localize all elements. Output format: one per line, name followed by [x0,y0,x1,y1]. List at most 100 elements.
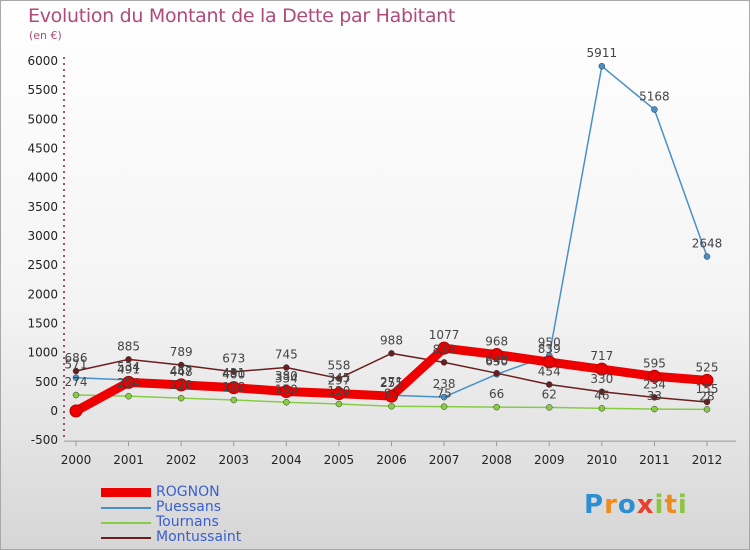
y-tick-label: 6000 [27,54,58,68]
data-point-rognon [595,362,609,376]
data-point-tournans [388,403,395,410]
data-label-tournans: 33 [647,389,662,403]
data-point-rognon [437,341,451,355]
data-point-rognon [279,385,293,399]
y-tick-label: 0 [50,404,58,418]
y-tick-label: 3000 [27,229,58,243]
data-label-rognon: 255 [380,376,403,390]
data-label-rognon: 968 [485,335,508,349]
y-tick-label: 3500 [27,200,58,214]
data-label-tournans: 254 [117,376,140,390]
data-point-tournans [651,405,658,413]
data-point-montussaint [703,398,711,406]
logo-letter: i [677,490,688,520]
y-tick-label: 4500 [27,142,58,156]
data-point-montussaint [72,367,80,375]
data-point-montussaint [651,394,658,401]
data-label-tournans: 220 [170,378,193,392]
data-label-tournans: 188 [222,380,245,394]
legend-swatch-tournans [101,522,151,524]
data-label-tournans: 150 [275,382,298,396]
data-label-rognon: 297 [327,374,350,388]
y-tick-label: -500 [31,433,58,447]
x-tick-label: 2002 [166,453,197,467]
x-tick-label: 2012 [692,453,723,467]
x-tick-label: 2001 [113,453,144,467]
data-label-puessans: 2648 [692,237,723,251]
data-label-montussaint: 454 [538,365,561,379]
data-point-rognon [174,378,188,392]
data-label-puessans: 950 [538,336,561,350]
x-tick-label: 2000 [61,453,92,467]
y-tick-label: 5500 [27,83,58,97]
data-point-puessans [440,393,448,401]
data-label-tournans: 274 [65,375,88,389]
data-point-rognon [227,381,241,395]
data-label-tournans: 62 [542,387,557,401]
x-tick-label: 2004 [271,453,302,467]
data-point-montussaint [177,361,185,369]
data-label-tournans: 120 [327,384,350,398]
data-label-montussaint: 833 [433,342,456,356]
data-point-rognon [647,369,661,383]
data-point-montussaint [440,359,448,366]
data-label-rognon: 595 [643,356,666,370]
legend-swatch-montussaint [101,537,151,539]
x-tick-label: 2009 [534,453,565,467]
data-point-montussaint [125,356,132,363]
data-point-tournans [125,392,132,400]
x-tick-label: 2008 [481,453,512,467]
data-label-puessans: 271 [380,375,403,389]
data-label-tournans: 81 [384,386,399,400]
data-point-rognon [700,373,714,387]
data-label-rognon: 448 [170,365,193,379]
data-point-tournans [598,405,606,412]
proxiti-logo: Proxiti [584,490,688,520]
data-point-tournans [230,396,237,404]
data-point-montussaint [546,381,553,388]
data-label-puessans: 5911 [587,46,618,60]
x-tick-label: 2005 [324,453,355,467]
data-point-tournans [546,404,553,411]
data-point-puessans [72,374,80,381]
data-label-rognon: 334 [275,372,298,386]
data-label-rognon: 839 [538,342,561,356]
data-label-montussaint: 988 [380,333,403,347]
data-point-tournans [283,399,290,406]
legend-label-puessans: Puessans [156,499,222,515]
data-point-montussaint [493,369,500,377]
chart-unit-label: (en €) [29,29,62,42]
data-point-montussaint [335,375,343,382]
data-label-montussaint: 745 [275,348,298,362]
data-label-tournans: 75 [436,387,451,401]
y-tick-label: 2000 [27,287,58,301]
data-label-rognon: 1077 [429,328,460,342]
data-point-montussaint [230,368,237,375]
data-point-tournans [335,400,343,408]
x-tick-label: 2003 [218,453,249,467]
logo-letter: i [654,490,665,520]
data-label-puessans: 431 [222,366,245,380]
data-point-rognon [542,355,556,369]
data-label-puessans: 630 [485,354,508,368]
data-label-puessans: 238 [433,377,456,391]
y-tick-label: 2500 [27,258,58,272]
data-label-montussaint: 648 [485,353,508,367]
y-tick-label: 500 [35,375,58,389]
data-label-montussaint: 558 [327,358,350,372]
data-point-puessans [703,253,711,260]
data-point-montussaint [283,364,290,371]
data-label-puessans: 380 [275,369,298,383]
logo-letter: t [664,490,678,520]
data-label-rognon: 525 [696,360,719,374]
data-label-puessans: 5168 [639,90,670,104]
data-label-tournans: 28 [699,389,714,403]
data-point-rognon [122,375,136,389]
data-label-tournans: 66 [489,387,504,401]
data-label-puessans: 571 [65,358,88,372]
y-tick-label: 4000 [27,171,58,185]
data-point-tournans [440,403,448,410]
legend-swatch-rognon [101,488,151,497]
legend-label-rognon: ROGNON [156,484,220,500]
